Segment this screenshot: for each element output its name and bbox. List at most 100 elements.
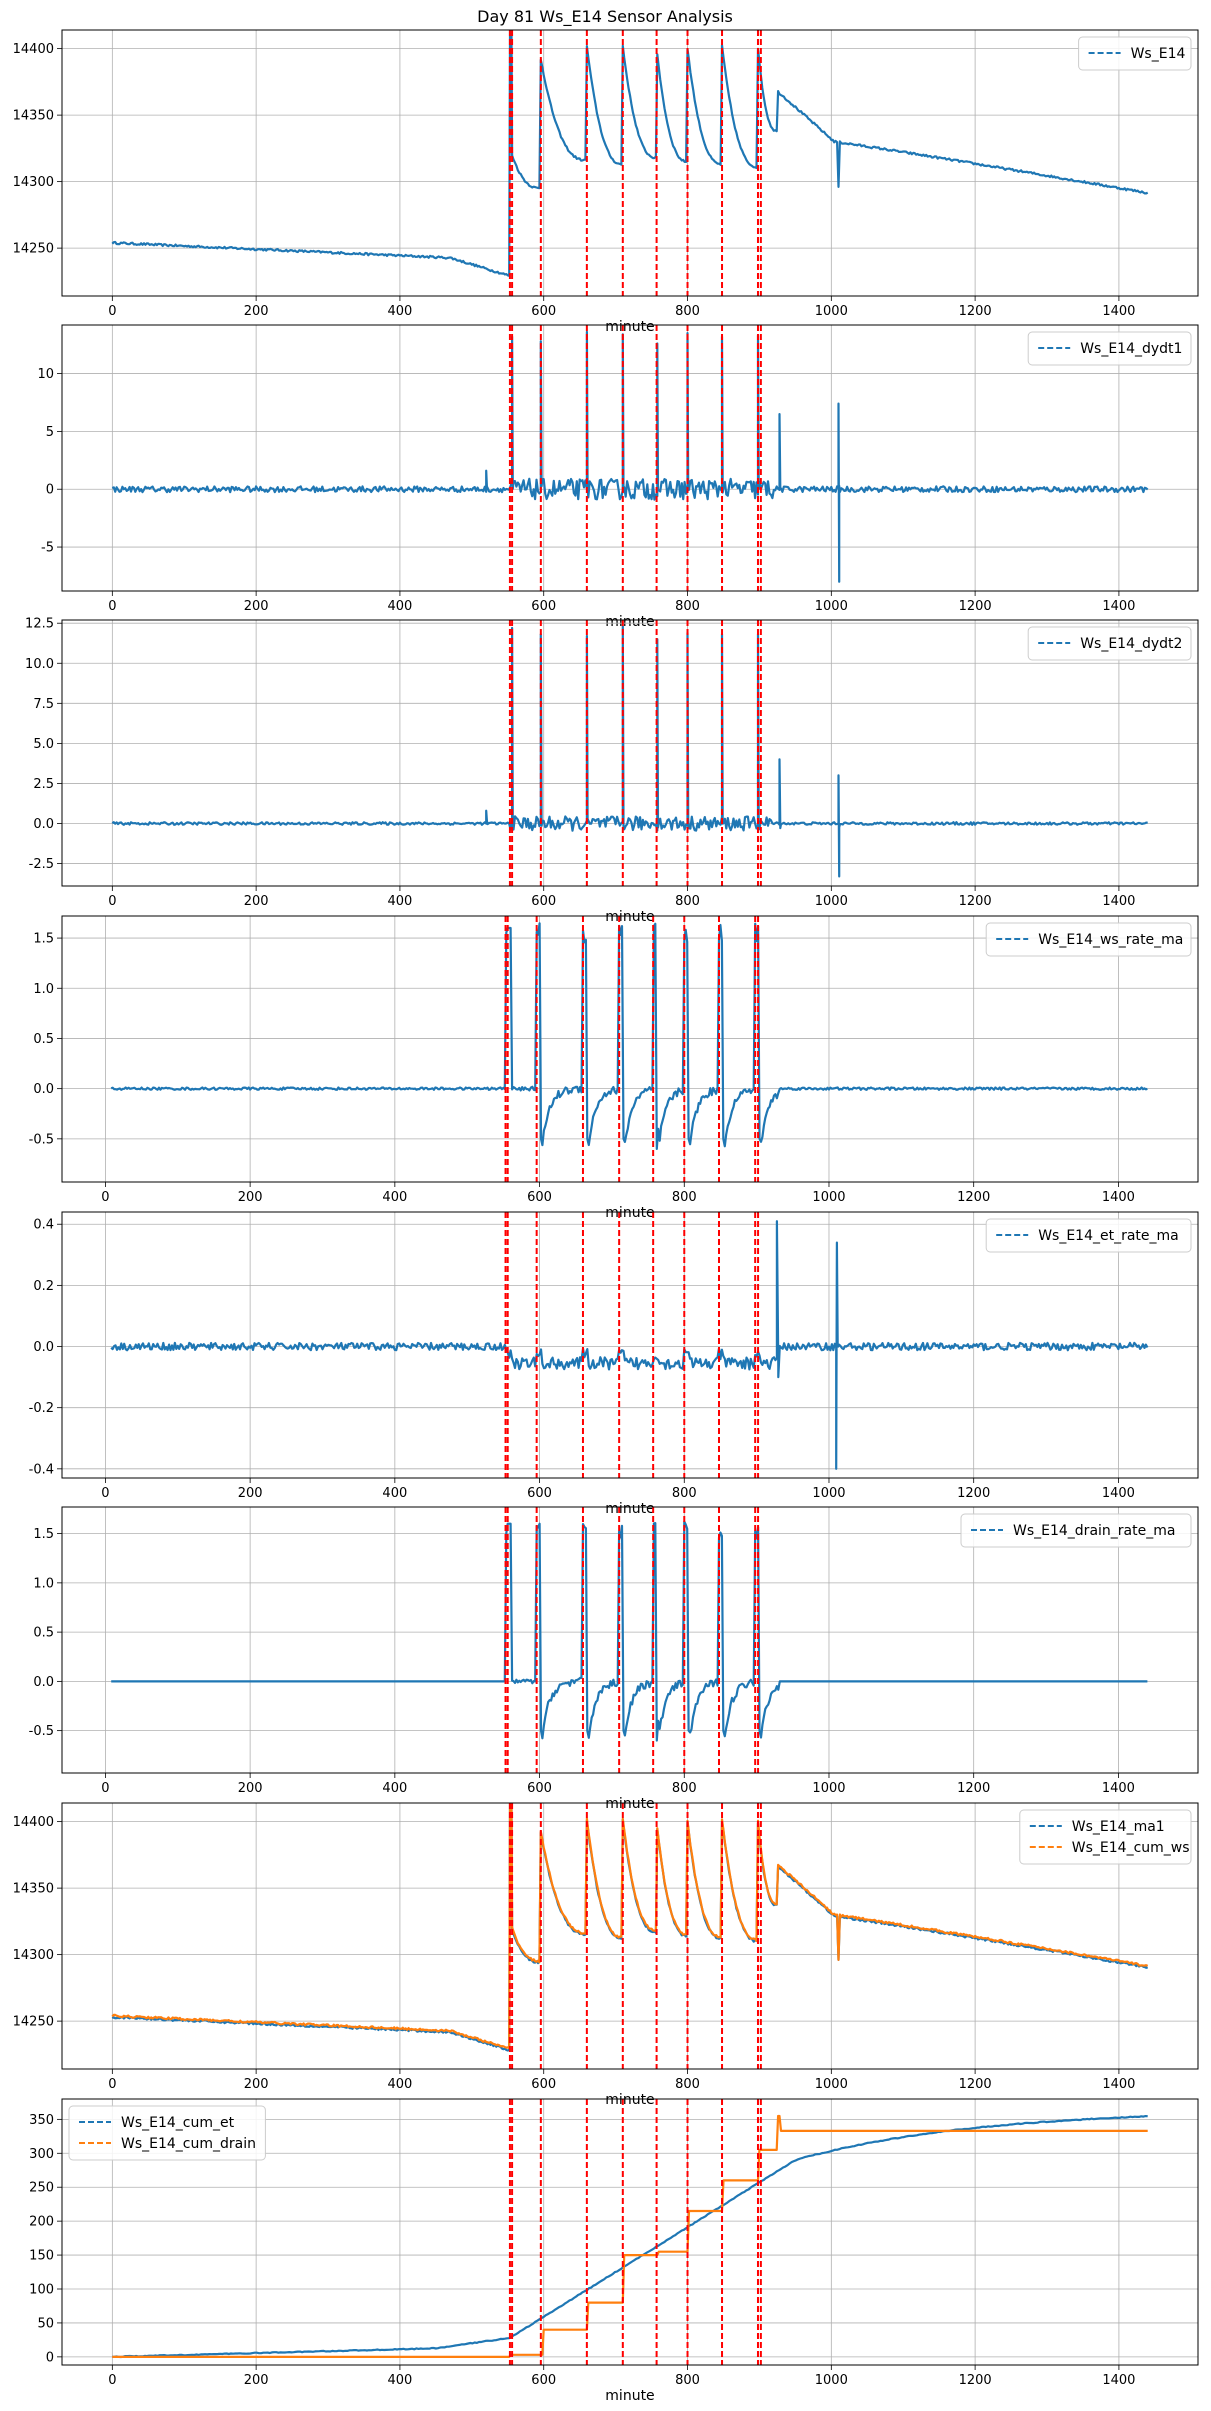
legend: Ws_E14_et_rate_ma [985,1218,1192,1253]
x-tick-label: 0 [108,894,116,909]
x-tick-label: 800 [675,2373,700,2388]
axes-frame [61,324,1199,592]
x-tick-label: 800 [675,2077,700,2092]
y-tick-label: 12.5 [25,617,54,632]
legend-box [960,1513,1192,1548]
legend-entry: Ws_E14_cum_drain [121,2136,256,2152]
y-tick-label: 14250 [13,242,54,257]
legend-box [68,2105,266,2161]
x-tick-label: 400 [388,304,413,319]
chart-panel-7: 0 200 400 600 800 1000 1200 1400 14250 14300 14350… [13,1802,1199,2108]
y-tick-label: 5.0 [33,737,54,752]
x-tick-label: 1000 [815,599,848,614]
plot-area [111,1803,1149,2069]
x-tick-label: 600 [527,1781,552,1796]
series-line-Ws_E14 [111,30,1149,277]
legend-box [985,1218,1192,1253]
y-tick-label: 0.0 [33,1340,54,1355]
legend-entry: Ws_E14 [1131,46,1186,62]
y-tick-label: 14250 [13,2015,54,2030]
y-tick-label: 2.5 [33,777,54,792]
plot-area [111,30,1149,296]
y-tick-label: 14400 [13,1815,54,1830]
x-tick-label: 800 [675,894,700,909]
y-tick-label: -5 [41,541,54,556]
legend-entry: Ws_E14_dydt1 [1080,341,1182,357]
x-tick-label: 200 [244,2373,269,2388]
x-axis-label: minute [605,1501,654,1517]
x-axis-label: minute [605,1205,654,1221]
series-line-Ws_E14_dydt2 [111,625,1148,878]
x-tick-label: 1400 [1102,1781,1135,1796]
x-tick-label: 1200 [959,304,992,319]
x-tick-label: 1400 [1102,894,1135,909]
x-axis-label: minute [605,614,654,630]
y-tick-label: 1.0 [33,1576,54,1591]
y-tick-label: 14350 [13,109,54,124]
x-tick-label: 1400 [1102,304,1135,319]
legend-entry: Ws_E14_cum_ws [1072,1840,1190,1856]
plot-area [110,1212,1149,1478]
x-tick-label: 1200 [957,1486,990,1501]
y-tick-label: -0.5 [29,1132,54,1147]
x-tick-label: 200 [244,2077,269,2092]
series-line-Ws_E14_drain_rate_ma [111,1520,1148,1742]
x-tick-label: 1400 [1102,2077,1135,2092]
y-tick-label: 0 [46,483,54,498]
legend-box [1027,331,1192,366]
y-tick-label: 0.5 [33,1032,54,1047]
x-tick-label: 400 [388,2077,413,2092]
legend: Ws_E14_ws_rate_ma [985,922,1192,957]
chart-panel-8: 0 200 400 600 800 1000 1200 1400 0 50 100 150 200 250… [29,2098,1199,2404]
y-tick-label: 14350 [13,1882,54,1897]
y-tick-label: 14300 [13,175,54,190]
x-tick-label: 600 [531,2373,556,2388]
axes-frame [61,2098,1199,2366]
y-tick-label: 10 [37,367,54,382]
x-tick-label: 400 [388,599,413,614]
y-tick-label: -0.5 [29,1724,54,1739]
x-tick-label: 1400 [1102,2373,1135,2388]
x-tick-label: 600 [531,599,556,614]
axes-frame [61,1506,1199,1774]
plot-area [111,325,1149,591]
x-tick-label: 0 [108,599,116,614]
x-tick-label: 400 [382,1190,407,1205]
legend-entry: Ws_E14_et_rate_ma [1038,1228,1179,1244]
x-tick-label: 1400 [1102,1190,1135,1205]
x-tick-label: 1200 [959,599,992,614]
x-tick-label: 1200 [959,894,992,909]
x-tick-label: 1400 [1102,1486,1135,1501]
y-tick-label: 200 [29,2215,54,2230]
x-tick-label: 1400 [1102,599,1135,614]
y-tick-label: 1.5 [33,1527,54,1542]
y-tick-label: 14400 [13,42,54,57]
y-tick-label: 10.0 [25,657,54,672]
legend-box [985,922,1192,957]
x-tick-label: 200 [244,599,269,614]
legend: Ws_E14_ma1 Ws_E14_cum_ws [1019,1809,1192,1865]
x-tick-label: 800 [672,1190,697,1205]
legend-box [1078,36,1192,71]
x-tick-label: 0 [108,2373,116,2388]
y-tick-label: 100 [29,2283,54,2298]
x-tick-label: 200 [238,1486,263,1501]
y-tick-label: 150 [29,2249,54,2264]
axes-frame [61,619,1199,887]
legend: Ws_E14_dydt1 [1027,331,1192,366]
x-tick-label: 400 [382,1781,407,1796]
y-tick-label: -2.5 [29,857,54,872]
x-axis-label: minute [605,319,654,335]
y-tick-label: 0.5 [33,1626,54,1641]
y-tick-label: 0.0 [33,1082,54,1097]
legend-entry: Ws_E14_ws_rate_ma [1038,932,1183,948]
x-axis-label: minute [605,2388,654,2404]
x-tick-label: 0 [108,304,116,319]
y-tick-label: 250 [29,2181,54,2196]
y-tick-label: 0.0 [33,1675,54,1690]
legend-entry: Ws_E14_cum_et [121,2115,235,2131]
series-line-Ws_E14_dydt1 [111,330,1149,583]
y-tick-label: 14300 [13,1948,54,1963]
x-tick-label: 800 [675,304,700,319]
x-tick-label: 200 [238,1190,263,1205]
